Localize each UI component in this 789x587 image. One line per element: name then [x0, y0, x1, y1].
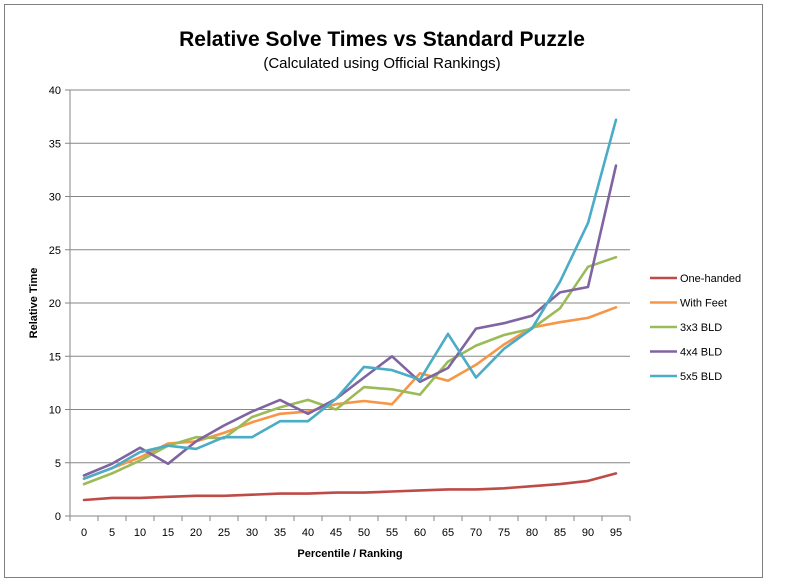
x-tick-label: 5: [109, 527, 115, 539]
series-line-one-handed: [82, 472, 618, 502]
series-lines: [82, 118, 618, 502]
x-tick-label: 75: [498, 527, 510, 539]
legend-label-one-handed: One-handed: [680, 273, 741, 285]
x-tick-label: 20: [190, 527, 202, 539]
legend-label-with-feet: With Feet: [680, 298, 727, 310]
x-axis-label: Percentile / Ranking: [297, 548, 402, 560]
series-line-3x3-bld: [82, 255, 618, 486]
y-tick-label: 35: [49, 138, 61, 150]
legend-label-4x4-bld: 4x4 BLD: [680, 347, 722, 359]
legend: One-handed With Feet 3x3 BLD 4x4 BLD 5x5 BLD: [650, 273, 741, 383]
chart-subtitle: (Calculated using Official Rankings): [263, 55, 500, 72]
y-tick-label: 5: [55, 458, 61, 470]
chart-title: Relative Solve Times vs Standard Puzzle: [179, 28, 585, 51]
x-tick-label: 80: [526, 527, 538, 539]
y-tick-label: 30: [49, 192, 61, 204]
x-tick-label: 15: [162, 527, 174, 539]
x-tick-label: 25: [218, 527, 230, 539]
y-tick-label: 0: [55, 511, 61, 523]
y-tick-label: 10: [49, 405, 61, 417]
x-tick-label: 60: [414, 527, 426, 539]
series-line-5x5-bld: [82, 118, 618, 481]
legend-label-3x3-bld: 3x3 BLD: [680, 322, 722, 334]
legend-label-5x5-bld: 5x5 BLD: [680, 371, 722, 383]
x-tick-label: 70: [470, 527, 482, 539]
x-tick-label: 30: [246, 527, 258, 539]
plot-area: 0 5 10 15 20 25 30 35 40 0 5 10 15 20 25 30 35 40 45 50 55 6…: [49, 85, 631, 539]
x-tick-label: 50: [358, 527, 370, 539]
y-tick-label: 20: [49, 298, 61, 310]
x-tick-label: 0: [81, 527, 87, 539]
x-tick-label: 10: [134, 527, 146, 539]
series-line-with-feet: [82, 305, 618, 481]
x-tick-label: 85: [554, 527, 566, 539]
x-tick-label: 65: [442, 527, 454, 539]
chart-area: [4, 4, 763, 578]
x-tick-label: 45: [330, 527, 342, 539]
y-axis-label: Relative Time: [28, 268, 40, 339]
x-tick-label: 95: [610, 527, 622, 539]
y-tick-label: 40: [49, 85, 61, 97]
series-line-4x4-bld: [82, 164, 618, 477]
x-tick-label: 35: [274, 527, 286, 539]
x-tick-label: 40: [302, 527, 314, 539]
y-tick-label: 15: [49, 351, 61, 363]
gridlines: [70, 89, 630, 464]
x-tick-label: 55: [386, 527, 398, 539]
x-tick-label: 90: [582, 527, 594, 539]
y-tick-labels: 0 5 10 15 20 25 30 35 40: [49, 85, 70, 523]
y-tick-label: 25: [49, 245, 61, 257]
x-tick-labels: 0 5 10 15 20 25 30 35 40 45 50 55 60 65 70 75 80 85 90 95: [69, 516, 631, 539]
